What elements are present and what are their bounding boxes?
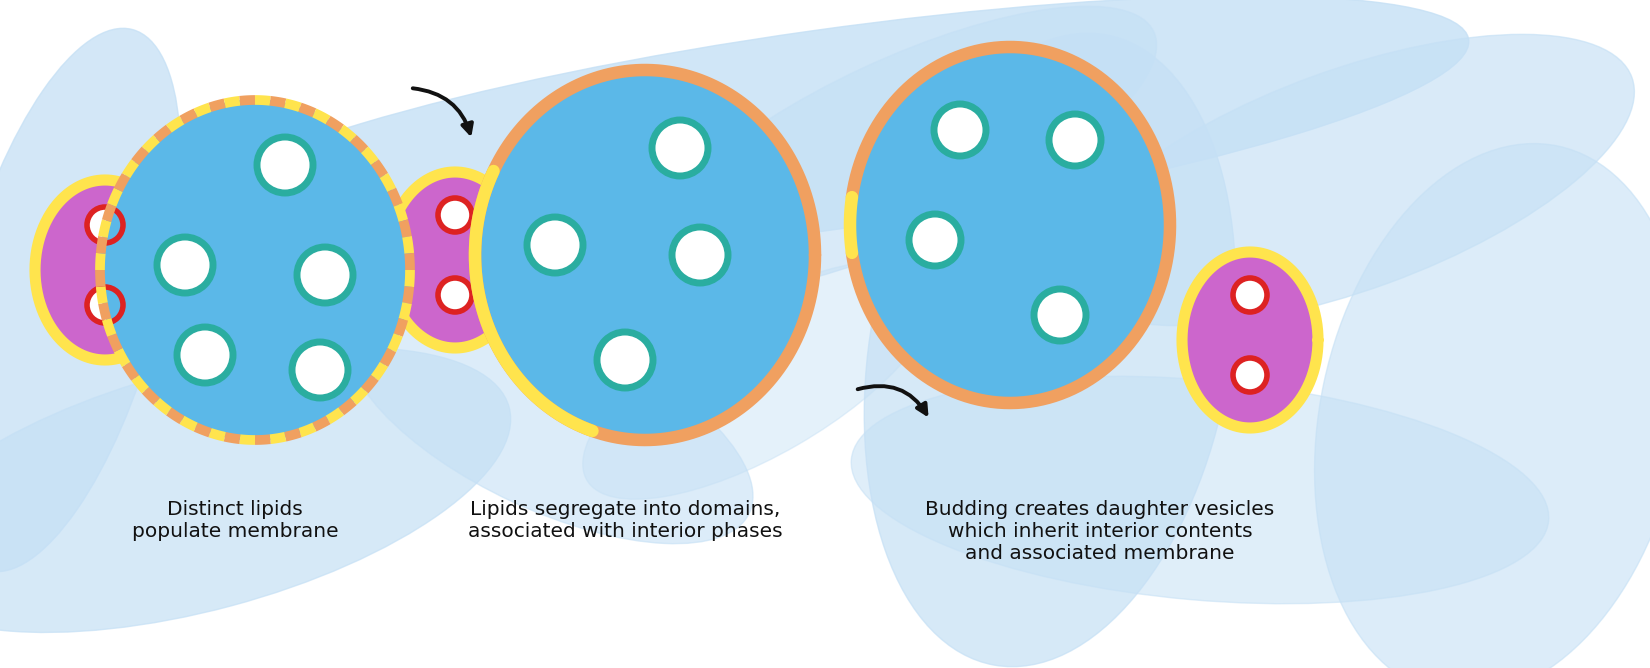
Circle shape [437, 278, 472, 312]
Text: Distinct lipids
populate membrane: Distinct lipids populate membrane [132, 500, 338, 541]
Ellipse shape [1315, 144, 1650, 668]
Circle shape [909, 214, 960, 266]
Circle shape [526, 217, 582, 273]
Circle shape [292, 342, 348, 398]
Circle shape [1233, 358, 1267, 392]
Ellipse shape [475, 70, 815, 440]
Ellipse shape [35, 180, 175, 360]
Ellipse shape [1066, 34, 1635, 325]
Ellipse shape [0, 28, 182, 572]
Ellipse shape [1181, 252, 1318, 428]
Ellipse shape [644, 6, 1157, 294]
Ellipse shape [388, 172, 523, 348]
Ellipse shape [850, 47, 1170, 403]
Ellipse shape [101, 100, 409, 440]
Circle shape [597, 332, 653, 388]
Circle shape [157, 237, 213, 293]
Circle shape [934, 104, 987, 156]
Ellipse shape [346, 297, 752, 544]
Ellipse shape [851, 376, 1549, 604]
Text: Lipids segregate into domains,
associated with interior phases: Lipids segregate into domains, associate… [467, 500, 782, 541]
Ellipse shape [182, 0, 1468, 264]
Circle shape [177, 327, 233, 383]
Text: Budding creates daughter vesicles
which inherit interior contents
and associated: Budding creates daughter vesicles which … [926, 500, 1274, 563]
Circle shape [672, 227, 728, 283]
Circle shape [297, 247, 353, 303]
Circle shape [1233, 278, 1267, 312]
Ellipse shape [582, 261, 937, 499]
Circle shape [437, 198, 472, 232]
Circle shape [87, 287, 124, 323]
Circle shape [257, 137, 314, 193]
Circle shape [652, 120, 708, 176]
Ellipse shape [0, 347, 510, 633]
Ellipse shape [865, 33, 1236, 667]
Circle shape [1049, 114, 1101, 166]
Circle shape [87, 207, 124, 243]
Circle shape [1035, 289, 1086, 341]
